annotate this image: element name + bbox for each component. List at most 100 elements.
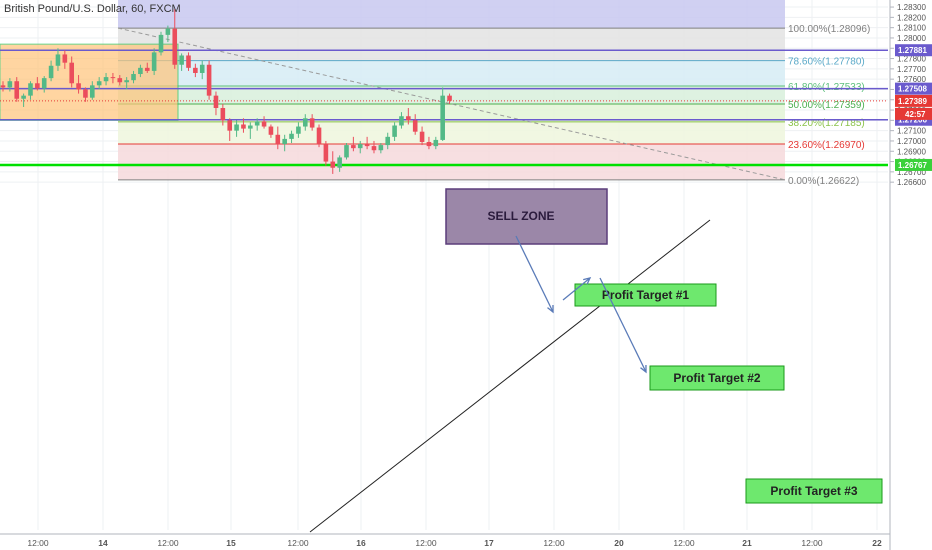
candle-body	[7, 81, 13, 88]
candle-body	[268, 126, 274, 135]
price-tick-label: 1.26900	[897, 147, 926, 156]
time-tick-label: 20	[614, 538, 624, 548]
candle-body	[323, 144, 329, 162]
price-label-text: 1.27206	[898, 116, 927, 125]
candle-body	[124, 80, 129, 83]
arrowhead	[640, 364, 647, 374]
price-tick-label: 1.27800	[897, 55, 926, 64]
fib-zone	[118, 144, 785, 180]
current-price-badge	[895, 94, 932, 107]
fib-trend-line	[117, 27, 786, 181]
candle-body	[316, 127, 322, 145]
candle-body	[199, 64, 205, 73]
candle-body	[289, 133, 294, 139]
fib-zone	[118, 60, 785, 87]
time-axis[interactable]: 12:00 14 12:00 15 12:00 16 12:00 17 12:00 20 12:00…	[0, 533, 890, 548]
candle-body	[76, 83, 81, 90]
candle-body	[21, 95, 26, 99]
candle-body	[419, 131, 425, 142]
time-tick-label: 16	[356, 538, 366, 548]
candle-body	[282, 138, 287, 145]
arrow-line	[562, 277, 591, 301]
drawings[interactable]: SELL ZONE Profit Target #1 Profit Target #…	[309, 188, 883, 533]
candle-body	[392, 125, 397, 137]
candle-body	[351, 145, 356, 149]
candle-body	[399, 116, 404, 126]
profit-target-box	[649, 365, 785, 391]
candle-body	[48, 65, 54, 79]
time-tick-label: 17	[484, 538, 494, 548]
fib-level-label: 23.60%(1.26970)	[788, 140, 865, 151]
candle-body	[151, 52, 157, 71]
candle-body	[447, 95, 452, 101]
fib-level-label: 38.20%(1.27185)	[788, 118, 865, 129]
candle-body	[385, 136, 391, 146]
time-tick-label: 12:00	[415, 538, 437, 548]
candle-body	[220, 108, 226, 121]
candle-body	[241, 124, 246, 129]
fib-level-label: 100.00%(1.28096)	[788, 24, 870, 35]
fib-level-label: 78.60%(1.27780)	[788, 57, 865, 68]
candle-body	[117, 78, 123, 83]
time-tick-label: 12:00	[157, 538, 179, 548]
candle-body	[213, 95, 219, 108]
countdown-text: 42:57	[905, 110, 926, 119]
profit-target-box	[745, 478, 883, 504]
time-tick-label: 12:00	[27, 538, 49, 548]
price-tick-label: 1.28300	[897, 3, 926, 12]
profit-target-label: Profit Target #2	[673, 371, 760, 385]
candle-body	[179, 55, 184, 65]
price-label-text: 1.26767	[898, 161, 927, 170]
candle-body	[406, 116, 411, 121]
price-label-badge	[895, 158, 932, 171]
arrow-line	[515, 235, 554, 313]
candle-body	[0, 85, 6, 88]
candle-body	[103, 77, 109, 82]
candle-body	[357, 144, 363, 149]
price-tick-label: 1.26600	[897, 178, 926, 187]
candle-body	[254, 121, 260, 126]
candle-body	[248, 125, 253, 129]
fib-level-label: 0.00%(1.26622)	[788, 176, 859, 187]
time-tick-label: 12:00	[801, 538, 823, 548]
time-tick-label: 14	[98, 538, 108, 548]
price-tick-label: 1.27100	[897, 127, 926, 136]
candle-body	[309, 118, 315, 128]
candle-body	[364, 144, 370, 147]
price-label-text: 1.27508	[898, 85, 927, 94]
candle-body	[131, 74, 136, 81]
time-tick-label: 12:00	[287, 538, 309, 548]
price-tick-label: 1.28000	[897, 34, 926, 43]
fib-zone	[118, 103, 785, 122]
candle-body	[41, 78, 47, 89]
fibonacci-retracement[interactable]: 100.00%(1.28096) 78.60%(1.27780) 61.80%(1.…	[0, 0, 870, 187]
countdown-badge	[895, 107, 932, 120]
candle-body	[433, 139, 439, 147]
fib-zone	[118, 121, 785, 145]
price-tick-label: 1.28100	[897, 24, 926, 33]
price-tick-label: 1.27600	[897, 75, 926, 84]
time-tick-label: 22	[872, 538, 882, 548]
arrow-line	[599, 277, 647, 373]
candle-body	[14, 81, 20, 99]
price-axis[interactable]: 1.283001.282001.281001.280001.279001.278…	[889, 0, 932, 550]
candle-body	[158, 34, 164, 53]
candle-body	[62, 54, 68, 63]
price-tick-label: 1.27700	[897, 65, 926, 74]
candle-body	[110, 77, 116, 79]
chart-title: British Pound/U.S. Dollar, 60, FXCM	[4, 3, 181, 15]
range-box	[0, 43, 179, 121]
candle-body	[412, 120, 418, 132]
candle-body	[186, 55, 191, 68]
profit-target-box	[574, 283, 717, 307]
price-tick-label: 1.27000	[897, 137, 926, 146]
candle-body	[172, 28, 178, 65]
candle-body	[138, 67, 143, 75]
candle-body	[28, 83, 33, 96]
candle-body	[69, 62, 74, 84]
price-tick-label: 1.26700	[897, 168, 926, 177]
sell-zone-label: SELL ZONE	[487, 209, 554, 223]
time-tick-label: 12:00	[673, 538, 695, 548]
fib-level-label: 50.00%(1.27359)	[788, 100, 865, 111]
